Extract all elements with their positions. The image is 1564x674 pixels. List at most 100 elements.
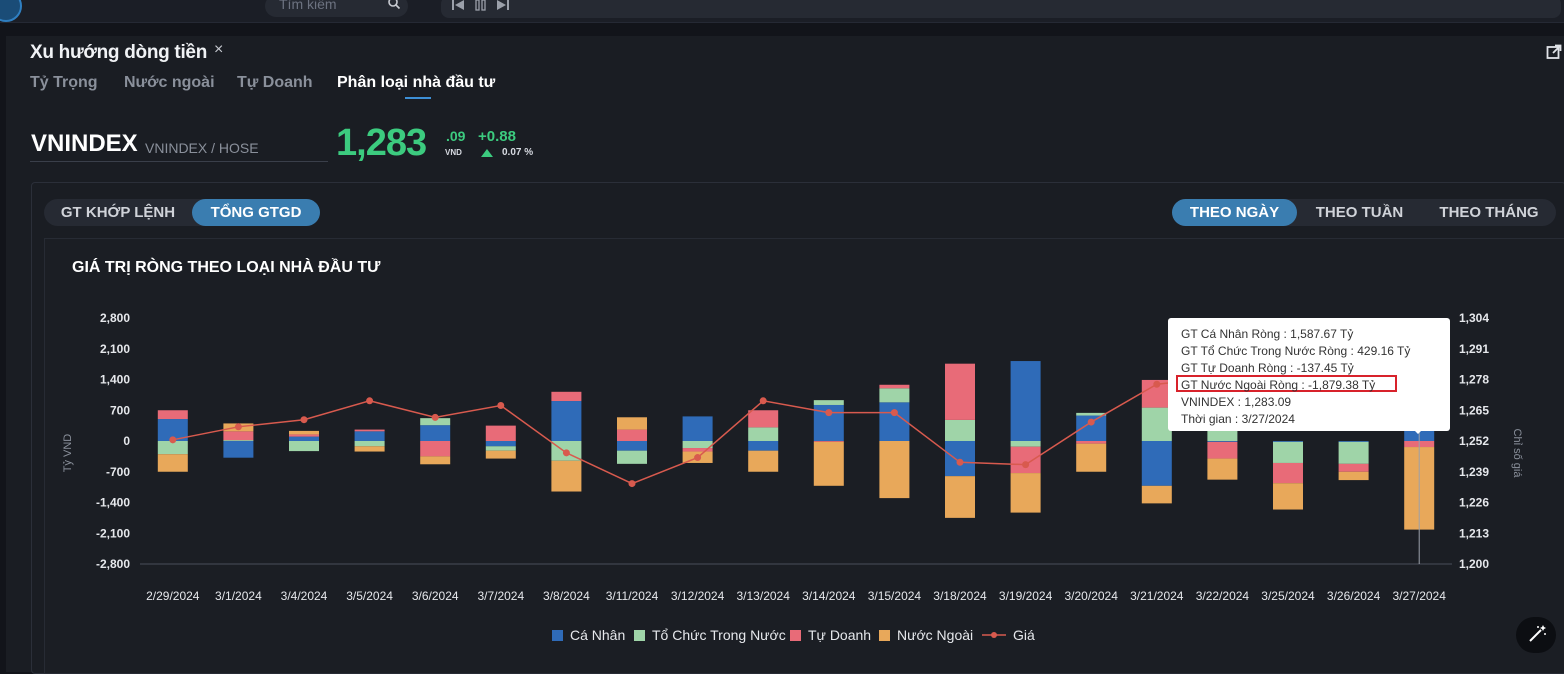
y2-tick-label: 1,226 bbox=[1459, 496, 1489, 510]
value-type-toggle: GT KHỚP LỆNH TỔNG GTGD bbox=[44, 199, 320, 226]
x-tick-label: 3/7/2024 bbox=[477, 589, 524, 603]
symbol-underline bbox=[30, 161, 328, 162]
pause-icon[interactable] bbox=[474, 0, 488, 12]
price-point bbox=[431, 413, 439, 421]
bar-nuoc-ngoai bbox=[1076, 443, 1107, 472]
bar-to-chuc bbox=[1010, 441, 1041, 447]
price-change: +0.88 bbox=[478, 128, 516, 145]
price-point bbox=[825, 409, 833, 417]
bar-tu-doanh bbox=[289, 434, 319, 437]
y2-tick-label: 1,291 bbox=[1459, 342, 1489, 356]
price-change-percent: 0.07 % bbox=[502, 147, 534, 158]
x-tick-label: 3/15/2024 bbox=[868, 589, 922, 603]
y-tick-label: -2,100 bbox=[96, 526, 130, 540]
bar-nuoc-ngoai bbox=[813, 441, 844, 486]
bar-to-chuc bbox=[485, 446, 516, 451]
skip-forward-icon[interactable] bbox=[496, 0, 510, 12]
subtab-phan-loai-nha-dau-tu[interactable]: Phân loại nhà đầu tư bbox=[337, 74, 496, 91]
bar-tu-doanh bbox=[879, 384, 910, 389]
bar-tu-doanh bbox=[157, 410, 188, 420]
price-point bbox=[1022, 461, 1030, 469]
y-tick-label: 2,800 bbox=[100, 311, 130, 325]
price-point bbox=[300, 416, 308, 424]
legend-ca-nhan: Cá Nhân bbox=[570, 627, 625, 643]
bar-nuoc-ngoai bbox=[485, 450, 516, 459]
bar-to-chuc bbox=[879, 388, 910, 403]
subtab-ty-trong[interactable]: Tỷ Trọng bbox=[30, 74, 98, 91]
bar-nuoc-ngoai bbox=[551, 460, 582, 492]
bar-nuoc-ngoai bbox=[945, 476, 975, 518]
bar-ca-nhan bbox=[945, 441, 975, 477]
theo-tuan-button[interactable]: THEO TUẦN bbox=[1315, 204, 1404, 221]
legend-to-chuc-swatch bbox=[634, 630, 645, 641]
bar-nuoc-ngoai bbox=[879, 441, 910, 499]
price-point bbox=[1087, 418, 1095, 426]
y2-tick-label: 1,239 bbox=[1459, 465, 1489, 479]
chart-title: GIÁ TRỊ RÒNG THEO LOẠI NHÀ ĐẦU TƯ bbox=[72, 259, 381, 276]
y2-tick-label: 1,304 bbox=[1459, 311, 1489, 325]
bar-tu-doanh bbox=[1010, 446, 1041, 474]
legend-nuoc-ngoai-swatch bbox=[879, 630, 890, 641]
search-box[interactable] bbox=[265, 0, 408, 17]
x-tick-label: 3/26/2024 bbox=[1327, 589, 1381, 603]
theo-thang-button[interactable]: THEO THÁNG bbox=[1439, 204, 1539, 221]
bar-tu-doanh bbox=[551, 391, 582, 402]
x-tick-label: 3/18/2024 bbox=[933, 589, 987, 603]
bar-nuoc-ngoai bbox=[157, 454, 188, 472]
x-tick-label: 3/21/2024 bbox=[1130, 589, 1184, 603]
subtab-nuoc-ngoai[interactable]: Nước ngoài bbox=[124, 74, 215, 91]
bar-tu-doanh bbox=[813, 441, 844, 442]
bar-ca-nhan bbox=[551, 401, 582, 441]
magic-wand-button[interactable] bbox=[1516, 617, 1556, 653]
bar-ca-nhan bbox=[748, 441, 779, 451]
x-tick-label: 3/4/2024 bbox=[281, 589, 328, 603]
y2-tick-label: 1,213 bbox=[1459, 526, 1489, 540]
skip-back-icon[interactable] bbox=[451, 0, 465, 12]
y-tick-label: 1,400 bbox=[100, 373, 130, 387]
y-tick-label: -1,400 bbox=[96, 496, 130, 510]
bar-nuoc-ngoai bbox=[1010, 473, 1041, 513]
gt-khop-lenh-button[interactable]: GT KHỚP LỆNH bbox=[60, 204, 176, 221]
bar-ca-nhan bbox=[485, 441, 516, 447]
x-tick-label: 2/29/2024 bbox=[146, 589, 200, 603]
bar-ca-nhan bbox=[157, 419, 188, 441]
bar-ca-nhan bbox=[1273, 441, 1303, 442]
y-tick-label: -700 bbox=[106, 465, 130, 479]
theo-ngay-button[interactable]: THEO NGÀY bbox=[1172, 199, 1297, 226]
bar-tu-doanh bbox=[420, 441, 451, 457]
search-input[interactable] bbox=[279, 0, 379, 12]
bar-nuoc-ngoai bbox=[1273, 483, 1303, 510]
y-tick-label: -2,800 bbox=[96, 557, 130, 571]
x-tick-label: 3/19/2024 bbox=[999, 589, 1053, 603]
price-point bbox=[628, 480, 636, 488]
app-logo[interactable] bbox=[0, 0, 22, 22]
bar-ca-nhan bbox=[1141, 441, 1172, 486]
symbol-ticker[interactable]: VNINDEX bbox=[31, 130, 138, 157]
tong-gtgd-button[interactable]: TỔNG GTGD bbox=[192, 199, 320, 226]
bar-nuoc-ngoai bbox=[420, 456, 451, 465]
y-tick-label: 700 bbox=[110, 403, 130, 417]
bar-nuoc-ngoai bbox=[1338, 471, 1369, 481]
bar-to-chuc bbox=[1273, 441, 1303, 463]
bar-to-chuc bbox=[420, 418, 451, 426]
legend-gia-point bbox=[991, 632, 997, 638]
bar-nuoc-ngoai bbox=[748, 450, 779, 472]
bar-ca-nhan bbox=[420, 425, 451, 441]
y-tick-label: 0 bbox=[123, 434, 130, 448]
x-tick-label: 3/8/2024 bbox=[543, 589, 590, 603]
subtab-tu-doanh[interactable]: Tự Doanh bbox=[237, 74, 313, 91]
external-link-icon[interactable] bbox=[1546, 44, 1562, 60]
x-tick-label: 3/5/2024 bbox=[346, 589, 393, 603]
bar-ca-nhan bbox=[1207, 441, 1238, 442]
x-tick-label: 3/25/2024 bbox=[1261, 589, 1315, 603]
legend-tu-doanh: Tự Doanh bbox=[808, 627, 871, 643]
tooltip-vnindex: VNINDEX : 1,283.09 bbox=[1181, 395, 1292, 409]
price-point bbox=[890, 409, 898, 417]
search-icon[interactable] bbox=[387, 0, 401, 10]
x-tick-label: 3/20/2024 bbox=[1065, 589, 1119, 603]
bar-nuoc-ngoai bbox=[1207, 458, 1238, 480]
close-icon[interactable]: × bbox=[214, 41, 224, 58]
x-tick-label: 3/27/2024 bbox=[1393, 589, 1447, 603]
bar-to-chuc bbox=[1076, 412, 1107, 416]
y2-tick-label: 1,252 bbox=[1459, 434, 1489, 448]
